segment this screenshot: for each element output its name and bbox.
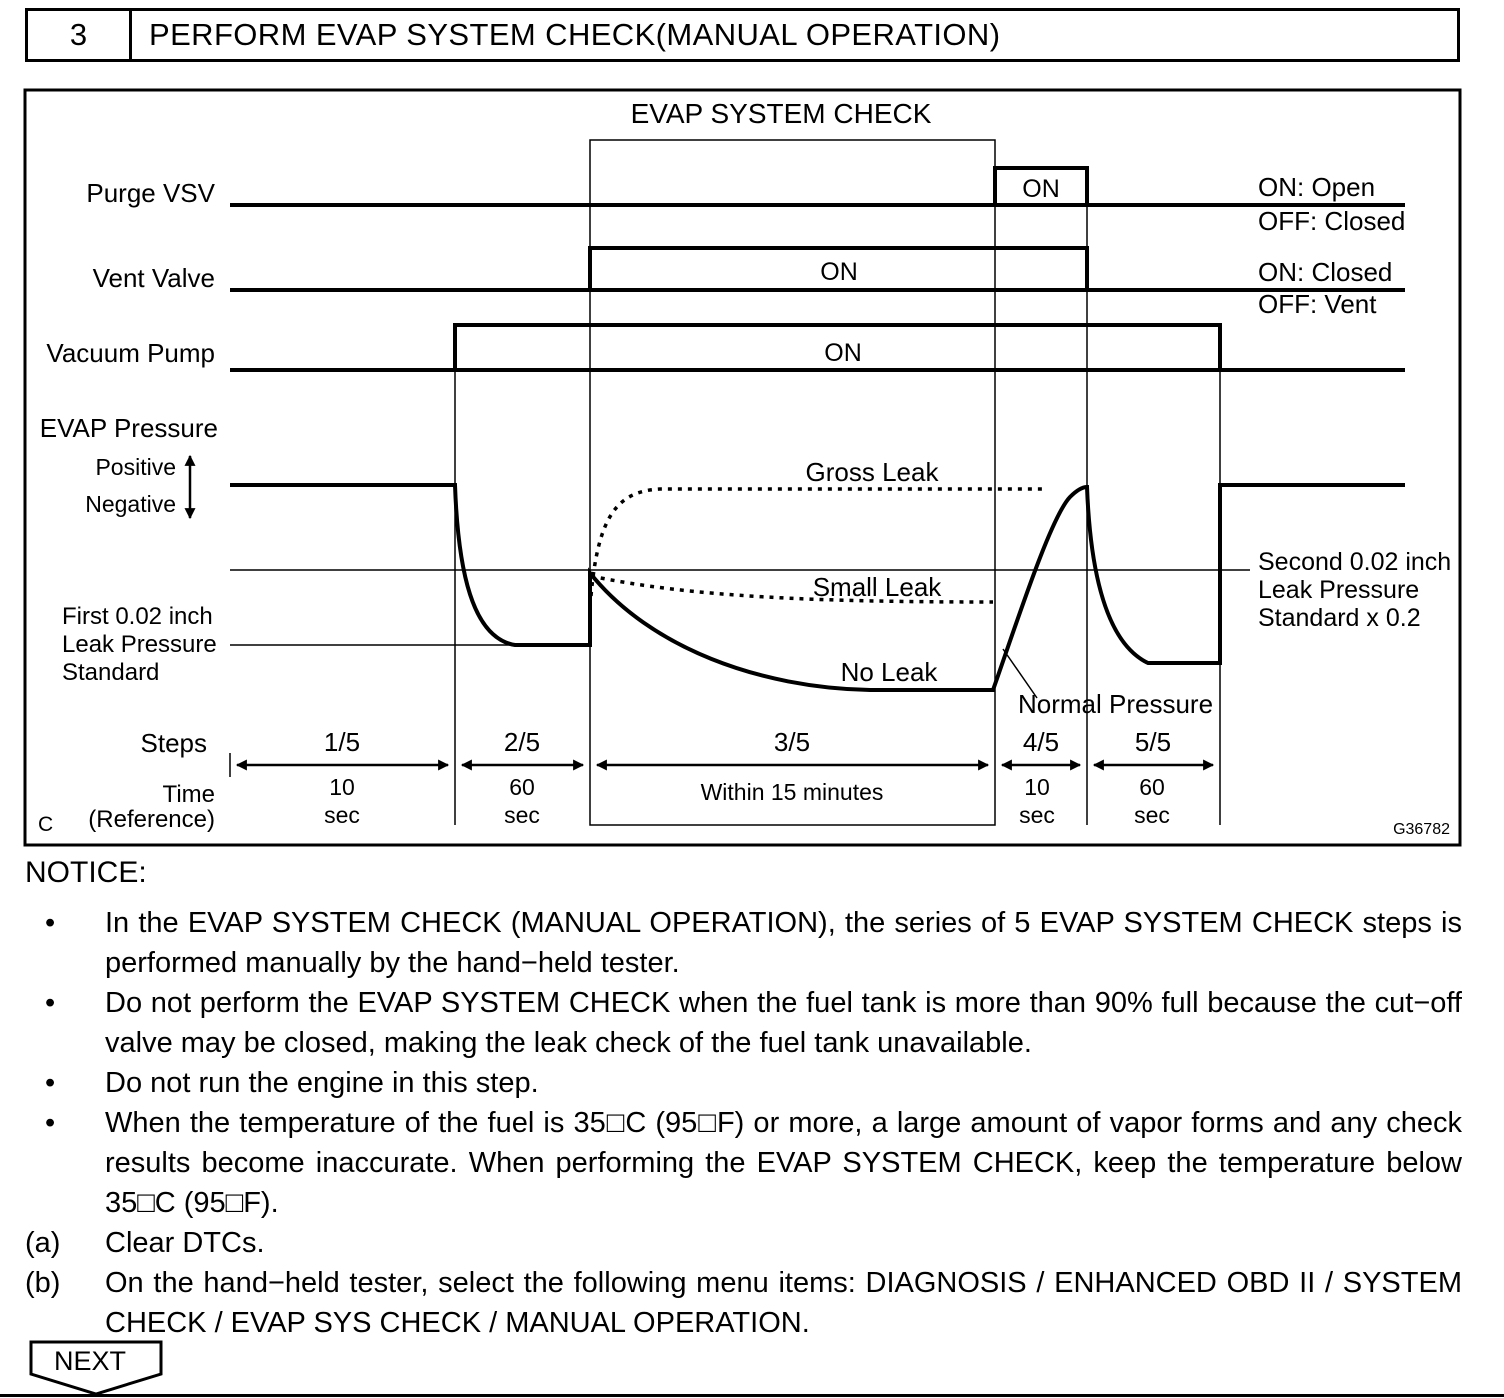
step5-time-value: 60 — [1139, 774, 1165, 800]
evap-pressure-label: EVAP Pressure — [40, 413, 218, 443]
first-standard-line-2: Leak Pressure — [62, 631, 217, 658]
step3-label: 3/5 — [774, 727, 810, 757]
leak-curves — [589, 487, 1043, 604]
notice-bullet-text: Do not perform the EVAP SYSTEM CHECK whe… — [105, 987, 1462, 1059]
step1-time-unit: sec — [324, 802, 360, 828]
step-header: 3 PERFORM EVAP SYSTEM CHECK(MANUAL OPERA… — [25, 8, 1460, 62]
pump-on-label: ON — [824, 339, 862, 367]
notice-bullet-text: When the temperature of the fuel is 35□C… — [105, 1107, 1462, 1219]
step2-label: 2/5 — [504, 727, 540, 757]
notice-section: NOTICE: • In the EVAP SYSTEM CHECK (MANU… — [25, 853, 1462, 1343]
step2-time-unit: sec — [504, 802, 540, 828]
step4-label: 4/5 — [1023, 727, 1059, 757]
vent-legend-on: ON: Closed — [1258, 257, 1392, 287]
purge-legend-on: ON: Open — [1258, 172, 1375, 202]
procedure-step-b: (b) On the hand−held tester, select the … — [25, 1263, 1462, 1343]
normal-pressure-label: Normal Pressure — [1018, 689, 1213, 719]
step5-label: 5/5 — [1135, 727, 1171, 757]
time-axis-label-1: Time — [163, 781, 215, 808]
step-number: 3 — [28, 11, 132, 59]
procedure-step-a: (a) Clear DTCs. — [25, 1223, 1462, 1263]
step3-time-value: Within 15 minutes — [701, 779, 884, 805]
procedure-step-marker: (a) — [25, 1227, 61, 1259]
negative-label: Negative — [85, 491, 176, 517]
notice-bullet-item: • When the temperature of the fuel is 35… — [25, 1103, 1462, 1223]
bullet-marker: • — [45, 1107, 56, 1139]
no-leak-label: No Leak — [841, 657, 939, 687]
bullet-marker: • — [45, 907, 56, 939]
small-leak-curve — [590, 574, 994, 604]
signal-waveforms — [230, 166, 1405, 372]
step2-time-value: 60 — [509, 774, 535, 800]
notice-bullet-text: Do not run the engine in this step. — [105, 1067, 539, 1099]
purge-on-label: ON — [1022, 175, 1060, 203]
gross-leak-label: Gross Leak — [806, 457, 940, 487]
steps-axis-label: Steps — [141, 728, 208, 758]
normal-pressure-leader-line — [1002, 648, 1038, 699]
first-standard-line-1: First 0.02 inch — [62, 603, 213, 630]
first-standard-line-3: Standard — [62, 659, 159, 686]
procedure-step-marker: (b) — [25, 1267, 61, 1299]
page-bottom-rule — [0, 1394, 1504, 1397]
small-leak-label: Small Leak — [813, 572, 943, 602]
step-arrows — [184, 454, 1215, 771]
notice-bullet-item: • Do not run the engine in this step. — [25, 1063, 1462, 1103]
purge-vsv-label: Purge VSV — [86, 178, 215, 208]
vent-on-label: ON — [820, 258, 858, 286]
vacuum-pump-label: Vacuum Pump — [46, 338, 215, 368]
bullet-marker: • — [45, 1067, 56, 1099]
next-button-label[interactable]: NEXT — [54, 1346, 126, 1376]
diagram-title: EVAP SYSTEM CHECK — [631, 98, 932, 129]
step1-time-value: 10 — [329, 774, 355, 800]
procedure-step-text: On the hand−held tester, select the foll… — [105, 1267, 1462, 1339]
next-button-shape[interactable] — [29, 1340, 163, 1396]
step4-time-value: 10 — [1024, 774, 1050, 800]
vacuum-pump-pulse — [453, 323, 1222, 370]
purge-vsv-pulse — [993, 166, 1089, 205]
notice-bullet-item: • Do not perform the EVAP SYSTEM CHECK w… — [25, 983, 1462, 1063]
figure-code: G36782 — [1393, 821, 1450, 838]
step4-time-unit: sec — [1019, 802, 1055, 828]
vent-valve-label: Vent Valve — [93, 263, 215, 293]
purge-legend-off: OFF: Closed — [1258, 206, 1405, 236]
bullet-marker: • — [45, 987, 56, 1019]
vent-valve-pulse — [588, 246, 1089, 290]
step-title: PERFORM EVAP SYSTEM CHECK(MANUAL OPERATI… — [149, 17, 1001, 52]
next-button[interactable]: NEXT — [27, 1336, 172, 1398]
time-axis-label-2: (Reference) — [88, 806, 215, 833]
notice-bullet-text: In the EVAP SYSTEM CHECK (MANUAL OPERATI… — [105, 907, 1462, 979]
grid-lines — [229, 139, 1250, 826]
procedure-step-text: Clear DTCs. — [105, 1227, 265, 1259]
step1-label: 1/5 — [324, 727, 360, 757]
notice-bullet-item: • In the EVAP SYSTEM CHECK (MANUAL OPERA… — [25, 903, 1462, 983]
second-standard-line-1: Second 0.02 inch — [1258, 548, 1451, 576]
second-standard-line-2: Leak Pressure — [1258, 576, 1419, 604]
positive-label: Positive — [95, 454, 176, 480]
no-leak-pressure-trace — [230, 483, 1405, 692]
diagram-border — [23, 88, 1462, 847]
corner-label: C — [38, 813, 53, 836]
notice-title: NOTICE: — [25, 856, 147, 889]
vent-legend-off: OFF: Vent — [1258, 289, 1377, 319]
step5-time-unit: sec — [1134, 802, 1170, 828]
step3-column-box — [589, 139, 996, 826]
second-standard-line-3: Standard x 0.2 — [1258, 604, 1421, 632]
gross-leak-curve — [589, 487, 1043, 597]
